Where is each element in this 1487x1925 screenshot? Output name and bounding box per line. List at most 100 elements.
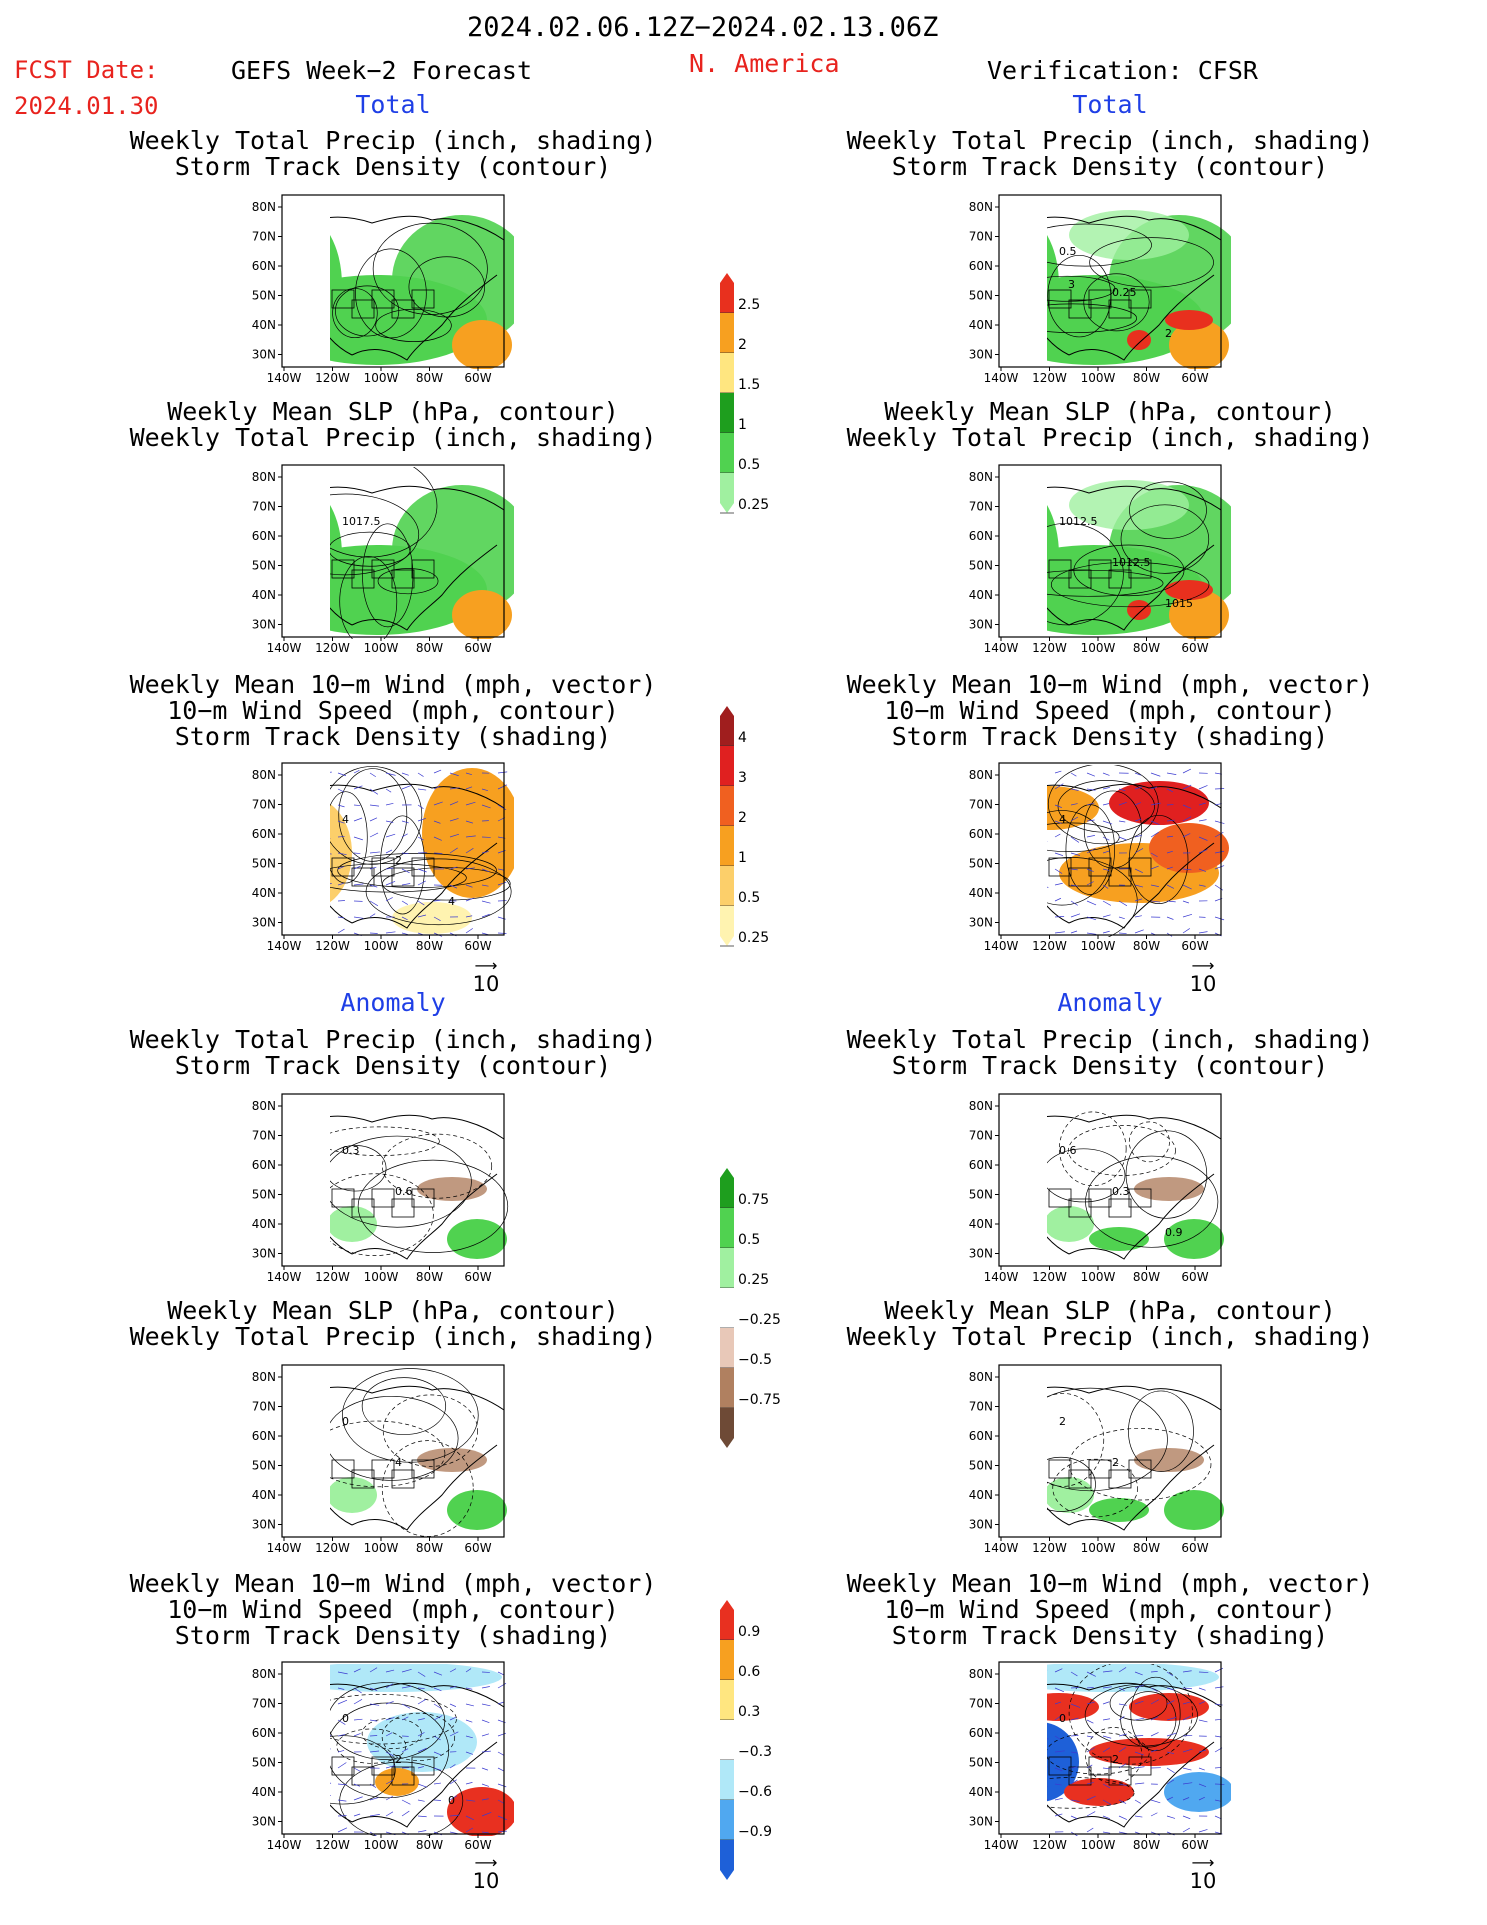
- wind-vector: [481, 1831, 489, 1834]
- wind-vector: [417, 914, 427, 918]
- contour-label: 2: [395, 1753, 402, 1766]
- state-border: [331, 1459, 355, 1479]
- contour-label: 0.6: [1059, 1144, 1077, 1157]
- map-obs-anom-wind: 0 2 80N 70N 60N 50N 40N 30N 140W 120W 100W 80W 60W: [969, 1661, 1231, 1850]
- wind-vector: [481, 804, 491, 809]
- map-obs-anom-precip: 0.6 0.3 0.9 80N 70N 60N 50N 40N 30N 140W 120W 100W 8…: [969, 1093, 1224, 1282]
- lon-tick-label: 120W: [315, 1541, 350, 1553]
- lat-tick-label: 80N: [252, 1667, 276, 1681]
- contour-label: 1015: [1165, 597, 1193, 610]
- wind-vector: [481, 1812, 492, 1817]
- lon-tick-label: 100W: [364, 1270, 399, 1282]
- lon-tick-label: 120W: [315, 1838, 350, 1850]
- wind-vector: [465, 1668, 472, 1673]
- wind-vector: [1198, 802, 1206, 806]
- wind-vector: [1054, 1783, 1062, 1786]
- lat-tick-label: 30N: [252, 1815, 276, 1829]
- wind-vector: [417, 1671, 426, 1677]
- lon-tick-label: 140W: [267, 371, 302, 383]
- colorbar-label: 0.3: [738, 1704, 760, 1720]
- wind-vector: [497, 1830, 507, 1833]
- lon-tick-label: 80W: [416, 371, 443, 383]
- wind-vector: [401, 1748, 409, 1753]
- wind-vector: [401, 852, 409, 854]
- wind-vector: [1118, 1667, 1127, 1673]
- wind-vector: [385, 1701, 394, 1705]
- wind-vector: [497, 881, 507, 886]
- wind-vector: [385, 1732, 393, 1737]
- wind-vector: [449, 787, 460, 790]
- wind-vector: [465, 1827, 474, 1833]
- wind-vector: [417, 1732, 425, 1737]
- fcst-date-value: 2024.01.30: [14, 92, 159, 120]
- wind-vector: [1214, 1799, 1222, 1802]
- wind-vector: [449, 1764, 456, 1769]
- obs-total-slp-title: Weekly Mean SLP (hPa, contour) Weekly Tot…: [846, 397, 1374, 452]
- wind-vector: [1070, 913, 1081, 918]
- wind-vector: [1086, 1811, 1096, 1817]
- wind-vector: [417, 788, 427, 791]
- map-fc-anom-precip: 0.3 0.6 80N 70N 60N 50N 40N 30N 140W 120W 100W 80W 6…: [252, 1093, 509, 1282]
- wind-vector: [337, 1671, 348, 1675]
- colorbar-label: 4: [738, 730, 747, 746]
- wind-vector: [337, 1783, 347, 1786]
- wind-vector: [1118, 900, 1128, 907]
- wind-vector: [1086, 802, 1095, 806]
- wind-vector: [481, 1686, 490, 1689]
- wind-vector: [1198, 1783, 1207, 1787]
- wind-vector: [337, 1750, 345, 1753]
- contour-label: 1012.5: [1059, 515, 1098, 528]
- shading-region: [1129, 1693, 1209, 1721]
- wind-vector: [481, 884, 489, 887]
- wind-vector: [353, 785, 363, 790]
- wind-vector: [353, 1767, 361, 1772]
- lon-tick-label: 80W: [1133, 939, 1160, 951]
- wind-vector: [369, 1797, 379, 1801]
- vector-arrow-icon: ⟶: [474, 956, 498, 975]
- wind-vector: [369, 851, 380, 854]
- wind-vector: [1150, 1749, 1158, 1753]
- wind-vector: [1150, 1716, 1159, 1721]
- contour-label: 0.9: [1165, 1226, 1183, 1239]
- colorbar-segment: [720, 1368, 734, 1408]
- lon-tick-label: 120W: [315, 641, 350, 653]
- wind-vector: [449, 866, 458, 870]
- state-border: [1068, 1198, 1092, 1218]
- wind-vector: [1102, 1701, 1110, 1705]
- wind-vector: [465, 835, 476, 838]
- contour-line: [330, 1173, 434, 1256]
- lat-tick-label: 80N: [969, 200, 993, 214]
- wind-vector: [337, 1687, 345, 1690]
- wind-vector: [465, 1782, 473, 1785]
- wind-vector: [1118, 1783, 1127, 1786]
- lon-tick-label: 80W: [1133, 641, 1160, 653]
- colorbar-segment: [720, 1208, 734, 1248]
- wind-vector: [1118, 820, 1126, 823]
- state-border: [1108, 569, 1132, 589]
- contour-label: 4: [1059, 813, 1066, 826]
- wind-vector: [465, 897, 475, 902]
- shading-region: [1047, 1664, 1219, 1692]
- wind-vector: [1134, 898, 1143, 902]
- contour-label: 0.25: [1112, 286, 1137, 299]
- wind-vector: [1102, 836, 1110, 841]
- coastline: [1047, 1114, 1222, 1260]
- contour-line: [1047, 1393, 1105, 1487]
- state-border: [1108, 867, 1132, 887]
- state-border: [1128, 289, 1152, 309]
- shading-region: [1164, 1219, 1224, 1259]
- shading-region: [392, 485, 514, 615]
- colorbar-storm-total: 4 3 2 1 0.5 0.25: [720, 706, 769, 947]
- map-frame: [281, 194, 505, 368]
- wind-vector: [433, 820, 441, 824]
- wind-vector: [433, 836, 442, 841]
- colorbar-label: 0.25: [738, 1272, 769, 1288]
- wind-vector: [1086, 916, 1097, 921]
- wind-vector: [417, 1783, 428, 1788]
- lat-tick-label: 30N: [252, 1518, 276, 1532]
- wind-vector: [1198, 1829, 1208, 1833]
- contour-line: [1052, 1458, 1139, 1518]
- wind-vector: [1166, 900, 1176, 903]
- state-border: [1088, 857, 1112, 877]
- wind-vector: [1070, 930, 1078, 934]
